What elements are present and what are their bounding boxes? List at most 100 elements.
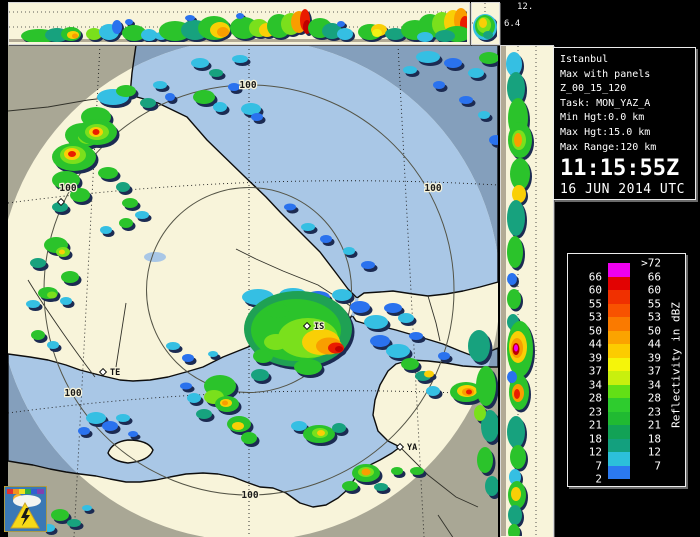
echo-blob [483,31,493,39]
city-marker-diamond [395,442,405,452]
echo-blob [370,335,390,347]
echo-blob [125,19,133,25]
echo-blob [364,315,388,329]
echo-blob [409,332,423,340]
echo-blob [140,98,156,108]
echo-blob [398,313,414,323]
echo-blob [343,247,355,255]
echo-blob [478,111,490,119]
city-label: YA [407,443,417,453]
legend-upper-bound-label: 12 [647,445,661,459]
legend-upper-bound-label: 28 [647,391,661,405]
echo-blob [466,389,472,395]
legend-lower-bound-label: 50 [588,324,602,337]
echo-blob [78,427,90,435]
echo-blob [342,481,358,491]
echo-blob [322,23,342,39]
legend-color-band [608,263,630,277]
echo-blob [102,421,118,431]
legend-color-band [608,371,630,385]
echo-blob [196,409,212,419]
ground-strip [9,39,467,42]
legend-lower-bound-label: 39 [588,351,602,364]
echo-blob [385,28,405,40]
echo-blob [426,386,440,396]
echo-blob [116,182,130,192]
legend-title: Reflectivity in dBZ [669,302,683,428]
legend-lower-bound-label: 44 [588,337,602,351]
echo-blob [514,389,520,399]
echo-blob [510,445,526,469]
legend-lower-bound-label: 2 [595,472,602,486]
legend-lower-bound-label: 37 [588,364,602,378]
echo-blob [213,102,227,112]
scan-date: 16 JUN 2014 UTC [560,182,685,198]
reflectivity-echoes [506,52,533,536]
right-cross-section-panel [500,45,554,537]
city-marker-diamond [56,197,66,207]
echo-blob [31,330,45,340]
echo-blob [128,431,138,437]
echo-blob [508,524,520,536]
echo-blob [100,226,112,234]
city-label: IS [314,322,324,332]
product-info-line: Z_00_15_120 [560,83,627,95]
range-ring-label: 100 [59,183,76,194]
legend-upper-bound-label: 37 [647,364,661,378]
echo-blob [337,28,353,40]
echo-blob [386,344,410,358]
top-cross-section [9,3,467,42]
echo-blob [350,301,370,313]
echo-blob [507,371,517,383]
echo-blob [51,509,69,521]
legend-color-band [608,303,630,317]
legend-lower-bound-label: 21 [588,418,602,432]
echo-blob [511,487,521,501]
height-label-12.8km: 12. [517,2,534,12]
map-labels: 100 100 100 100 100 IS TE YA [56,79,443,502]
echo-blob [317,430,325,436]
echo-blob [444,58,462,68]
echo-blob [337,21,345,27]
echo-blob [52,202,68,212]
echo-blob [301,223,315,231]
border-line [427,295,441,342]
echo-blob [489,135,498,145]
legend-color-band [608,465,630,479]
echo-blob [438,352,450,360]
legend-upper-bound-label: 53 [647,310,661,324]
echo-blob [112,20,122,34]
legend-lower-bound-label: 55 [588,297,602,310]
product-info-line: Istanbul [560,54,609,65]
echo-blob [361,261,375,269]
logo-lightning-icon [21,508,30,526]
legend-upper-bound-label: 23 [647,405,661,418]
corner-panel [471,2,500,45]
echo-blob [507,72,525,104]
echo-blob [284,203,296,211]
echo-blob [361,468,371,476]
product-info-line: Max Range:120 km [560,141,657,153]
echo-blob [391,467,403,475]
range-ring-label: 100 [241,490,258,501]
echo-blob [86,28,102,40]
scan-time: 11:15:55Z [560,156,680,182]
echo-blob [332,423,346,433]
legend-color-band [608,344,630,358]
echo-blob [116,414,130,422]
border-line [437,514,454,537]
echo-blob [508,505,522,525]
echo-blob [47,291,57,299]
reflectivity-legend: >72 66 60 55 53 50 44 39 37 34 28 23 21 18 12 7 66 60 55 53… [567,253,686,487]
echo-blob [507,200,525,236]
legend-upper-bound-label: 66 [647,270,661,283]
legend-lower-bound-label: 34 [588,378,602,391]
range-ring-50km [146,187,352,393]
legend-lower-bound-label: 18 [588,432,602,445]
range-ring-label: 100 [239,80,256,91]
echo-blob [98,167,118,179]
reflectivity-echoes [26,51,498,532]
echo-blob [510,158,530,190]
legend-upper-bound-label: 39 [647,351,661,364]
echo-blob [182,354,194,362]
